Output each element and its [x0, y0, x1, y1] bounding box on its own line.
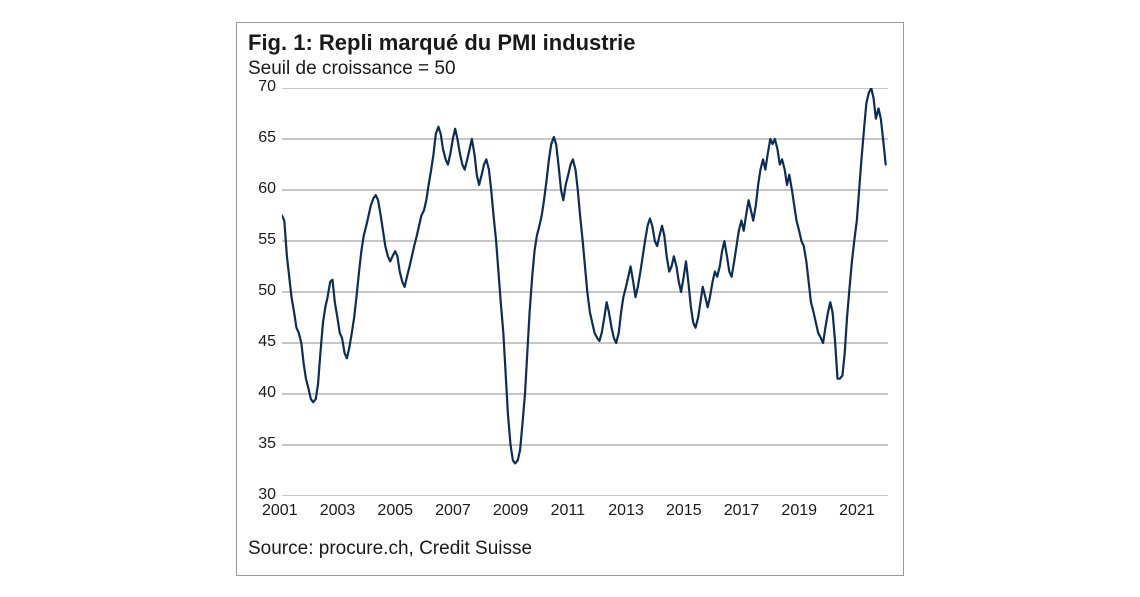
canvas: Fig. 1: Repli marqué du PMI industrie Se…: [0, 0, 1140, 597]
source-block: Source: procure.ch, Credit Suisse: [248, 538, 532, 560]
plot-svg: [282, 88, 888, 496]
title-block: Fig. 1: Repli marqué du PMI industrie: [248, 30, 635, 56]
plot-area: [282, 88, 888, 496]
subtitle-block: Seuil de croissance = 50: [248, 58, 456, 80]
figure-title: Fig. 1: Repli marqué du PMI industrie: [248, 30, 635, 56]
figure-subtitle: Seuil de croissance = 50: [248, 58, 456, 80]
figure-source: Source: procure.ch, Credit Suisse: [248, 538, 532, 560]
